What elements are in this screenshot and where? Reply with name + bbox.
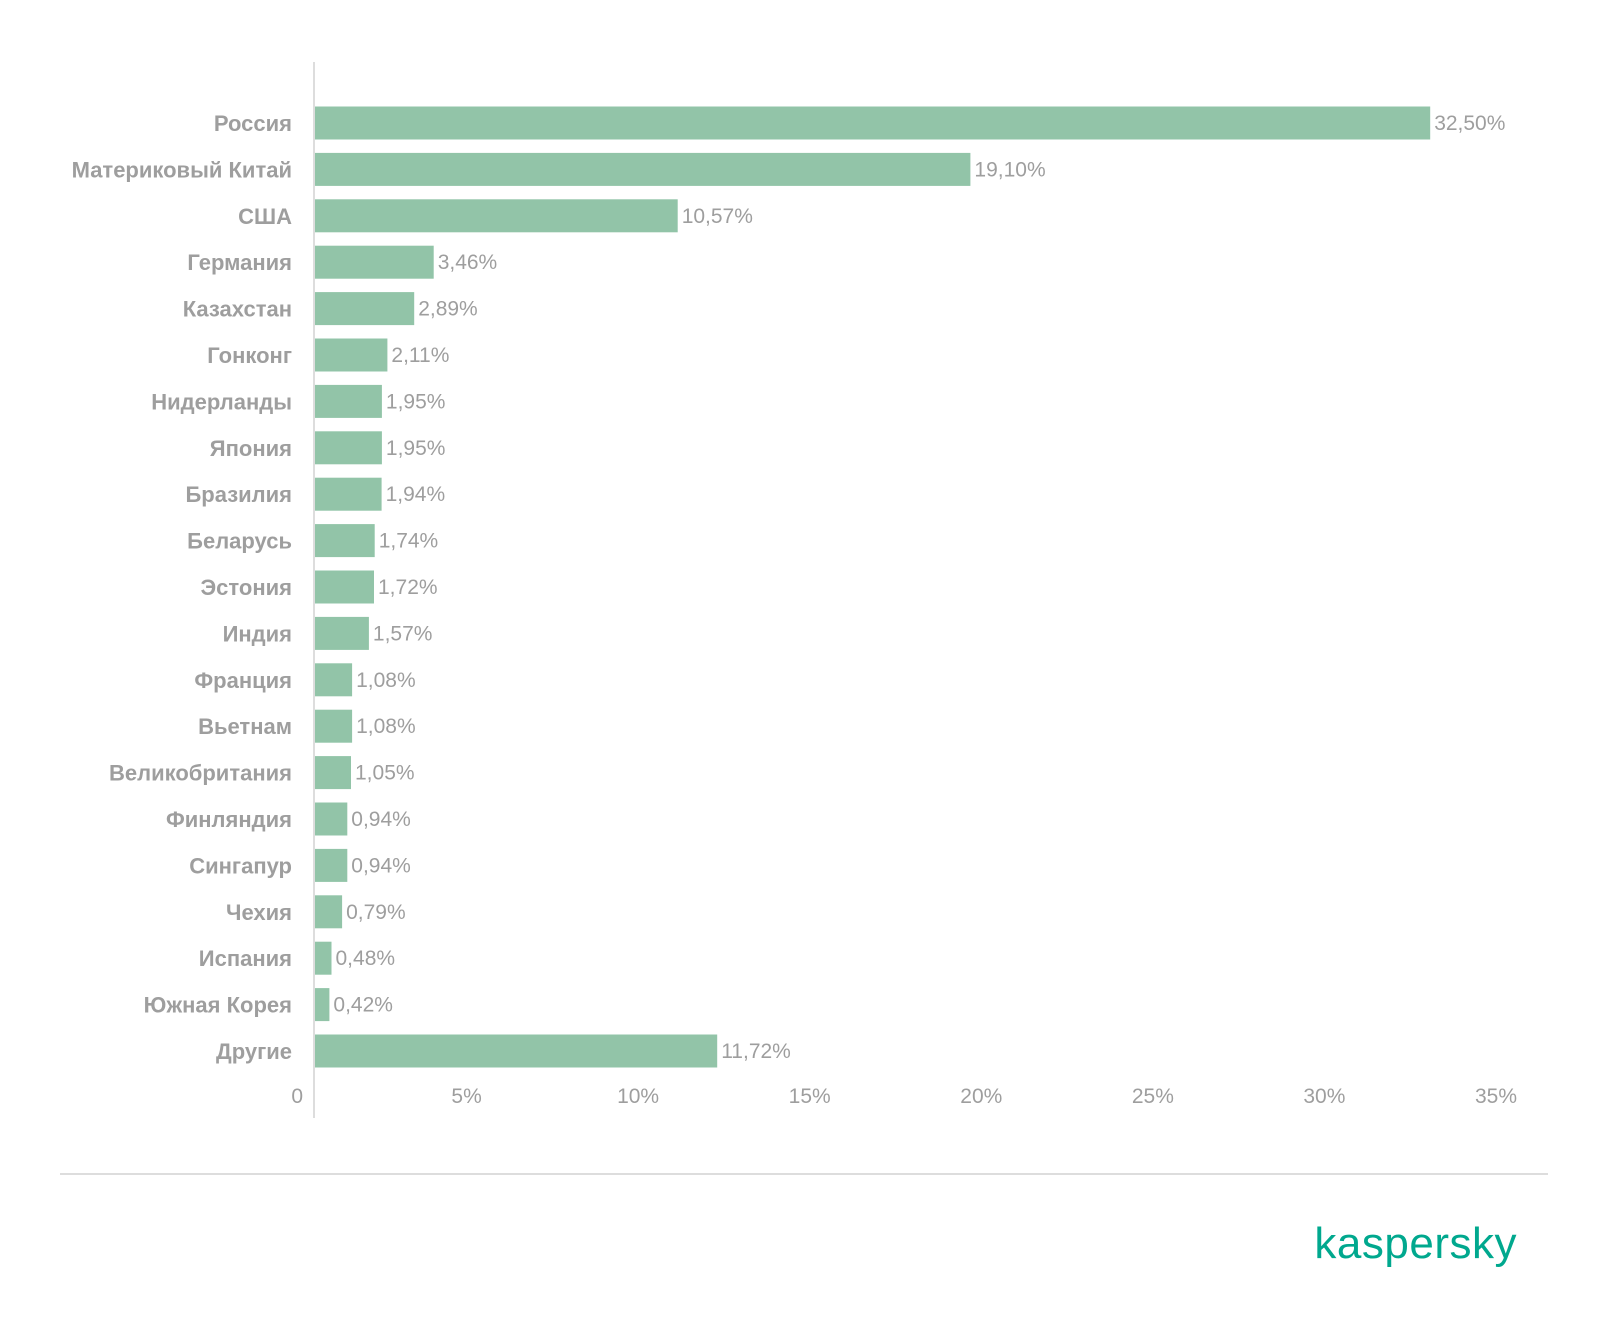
value-label: 1,57% [373,622,433,645]
bar [315,431,382,465]
category-label: Бразилия [185,482,292,507]
bars-layer [315,106,1431,1068]
x-tick-label: 10% [617,1085,659,1108]
bar [315,199,678,233]
value-label: 1,74% [379,530,439,553]
x-tick-label: 30% [1303,1085,1345,1108]
x-tick-label: 0 [291,1085,303,1108]
x-tick-label: 25% [1132,1085,1174,1108]
value-label: 1,08% [356,669,416,692]
bar [315,524,375,558]
category-label: Германия [187,250,292,275]
category-label: Вьетнам [198,714,292,739]
value-label: 0,94% [351,808,411,831]
bar [315,152,971,186]
bar [315,663,353,697]
bar [315,338,388,372]
category-label: Испания [199,946,292,971]
category-labels: Россия Материковый Китай США Германия Казахс… [72,111,293,1064]
value-label: 0,48% [336,947,396,970]
category-label: Южная Корея [144,993,292,1018]
category-label: Индия [223,621,292,646]
category-label: Франция [194,668,292,693]
category-label: Материковый Китай [72,157,292,182]
category-label: Россия [214,111,292,136]
value-label: 1,95% [386,390,446,413]
value-label: 32,50% [1434,112,1505,135]
value-label: 1,72% [378,576,438,599]
value-label: 1,94% [386,483,446,506]
value-label: 11,72% [721,1040,791,1063]
x-tick-label: 5% [451,1085,481,1108]
value-label: 0,42% [333,994,393,1017]
x-tick-label: 15% [789,1085,831,1108]
x-tick-label: 20% [960,1085,1002,1108]
x-axis-ticks: 0 5% 10% 15% 20% 25% 30% 35% [291,1085,1517,1108]
category-label: Великобритания [109,761,292,786]
footer-divider [60,1173,1548,1175]
category-label: Япония [210,436,292,461]
category-label: Другие [216,1039,292,1064]
bar [315,988,330,1022]
category-label: Нидерланды [151,389,292,414]
kaspersky-logo: kaspersky [1314,1222,1517,1266]
value-label: 2,11% [391,344,449,367]
bar [315,477,382,511]
value-labels: 32,50% 19,10% 10,57% 3,46% 2,89% 2,11% 1,95% 1,… [333,112,1505,1063]
bar-chart: Россия Материковый Китай США Германия Казахс… [72,62,1517,1118]
bar [315,709,353,743]
value-label: 19,10% [974,158,1045,181]
logo-text: kaspersky [1314,1219,1517,1268]
category-label: Сингапур [189,853,292,878]
category-label: Эстония [201,575,292,600]
category-label: Финляндия [166,807,292,832]
bar [315,941,332,975]
bar [315,756,351,790]
value-label: 10,57% [682,205,753,228]
value-label: 3,46% [438,251,498,274]
bar [315,292,415,326]
bar [315,245,434,279]
category-label: Чехия [226,900,292,925]
category-label: Казахстан [183,297,292,322]
value-label: 1,08% [356,715,416,738]
bar [315,570,374,604]
value-label: 1,95% [386,437,446,460]
category-label: Гонконг [207,343,292,368]
bar [315,616,369,650]
category-label: Беларусь [187,529,292,554]
bar [315,895,343,929]
bar [315,106,1431,140]
bar [315,1034,718,1068]
value-label: 2,89% [418,298,478,321]
category-label: США [238,204,292,229]
value-label: 0,79% [346,901,406,924]
value-label: 1,05% [355,762,415,785]
bar [315,802,348,836]
value-label: 0,94% [351,854,411,877]
bar [315,384,382,418]
bar [315,848,348,882]
x-tick-label: 35% [1475,1085,1517,1108]
